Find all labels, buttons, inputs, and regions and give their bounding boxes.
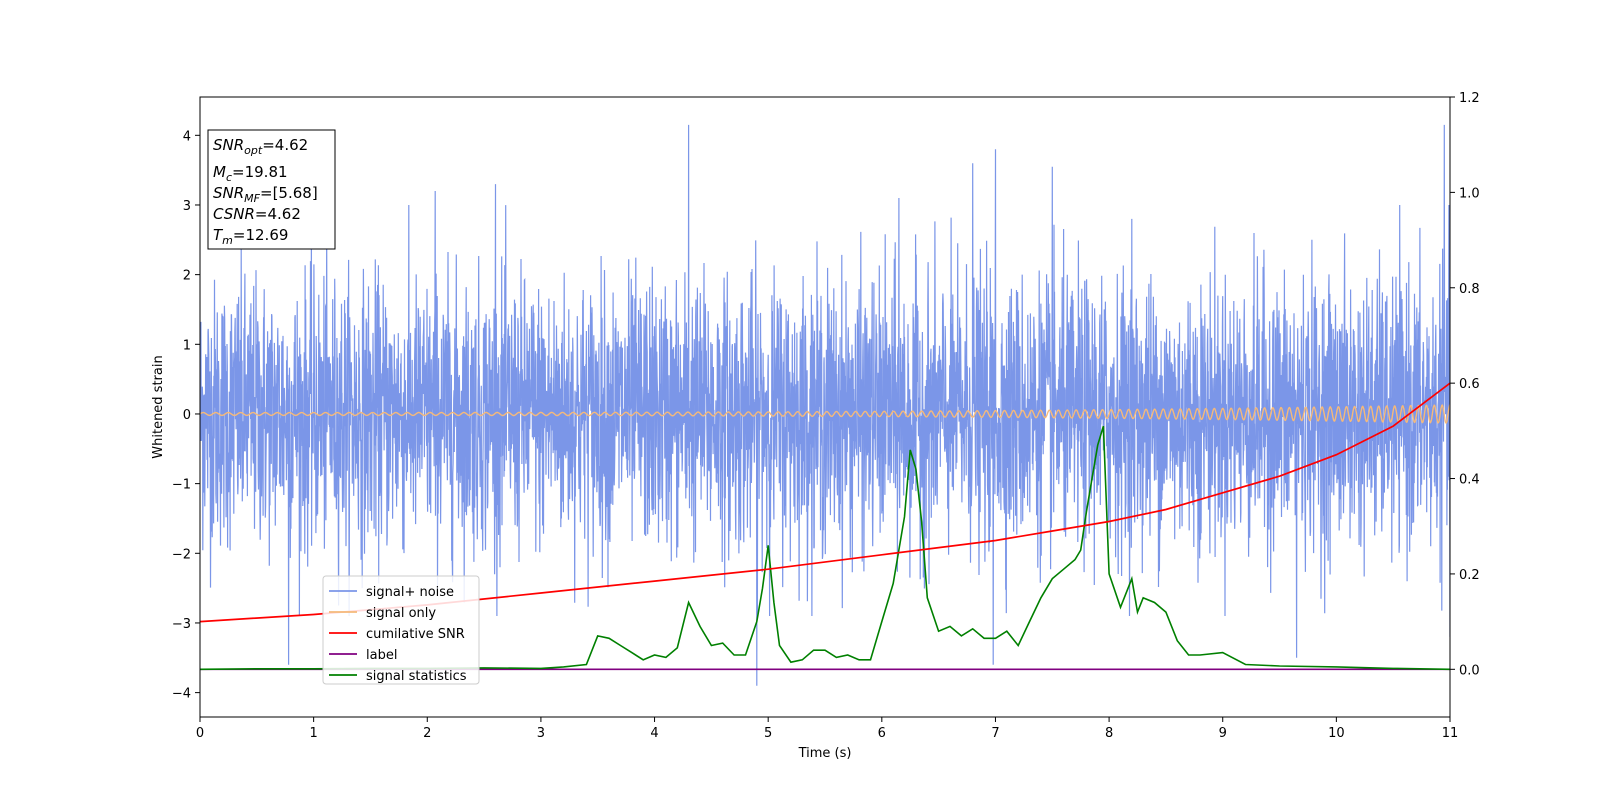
info-line: Tm=12.69: [213, 226, 288, 247]
y-tick-label: 0: [183, 408, 191, 423]
x-tick-label: 0: [196, 726, 204, 741]
x-tick-label: 4: [650, 726, 658, 741]
y-tick-label: 1: [183, 338, 191, 353]
series-signal-only: [200, 404, 1450, 424]
y2-tick-label: 1.2: [1459, 91, 1480, 106]
x-tick-label: 10: [1328, 726, 1345, 741]
legend-label: label: [366, 648, 397, 663]
info-symbol: CSNR: [213, 205, 255, 223]
legend-label: signal statistics: [366, 669, 467, 684]
info-line: SNRopt=4.62: [213, 136, 308, 157]
y-axis-right: 0.0 0.2 0.4 0.6 0.8 1.0 1.2: [1450, 91, 1480, 678]
x-tick-label: 8: [1105, 726, 1113, 741]
y2-tick-label: 0.0: [1459, 663, 1480, 678]
y2-tick-label: 0.8: [1459, 282, 1480, 297]
series-signal-noise: [200, 124, 1450, 686]
info-value: =[5.68]: [260, 184, 318, 202]
legend-label: signal only: [366, 606, 436, 621]
info-symbol: SNR: [213, 184, 244, 202]
legend: signal+ noise signal only cumilative SNR la…: [322, 575, 480, 685]
x-tick-label: 9: [1219, 726, 1227, 741]
legend-label: signal+ noise: [366, 585, 454, 600]
legend-frame: [322, 575, 480, 685]
info-box: SNRopt=4.62Mc=19.81SNRMF=[5.68]CSNR=4.62…: [207, 129, 336, 250]
y-tick-label: −1: [172, 478, 191, 493]
y2-tick-label: 0.6: [1459, 377, 1480, 392]
legend-label: cumilative SNR: [366, 627, 465, 642]
x-tick-label: 5: [764, 726, 772, 741]
x-tick-label: 11: [1442, 726, 1459, 741]
x-tick-label: 7: [991, 726, 999, 741]
series-cumulative-snr: [200, 382, 1450, 623]
x-tick-label: 2: [423, 726, 431, 741]
info-box-frame: [207, 129, 336, 250]
info-subscript: MF: [244, 192, 260, 205]
y-tick-label: −2: [172, 547, 191, 562]
info-subscript: opt: [244, 144, 263, 157]
info-value: =19.81: [232, 163, 288, 181]
x-tick-label: 1: [309, 726, 317, 741]
x-axis: 0 1 2 3 4 5 6 7 8 9 10 11: [196, 717, 1458, 741]
info-subscript: c: [226, 171, 232, 184]
info-symbol: T: [213, 226, 224, 244]
y-tick-label: −4: [172, 687, 191, 702]
info-symbol: SNR: [213, 136, 244, 154]
y-axis-left: −4 −3 −2 −1 0 1 2 3 4: [172, 129, 200, 702]
info-symbol: M: [213, 163, 226, 181]
info-subscript: m: [222, 234, 233, 247]
series-signal-statistics: [200, 425, 1450, 671]
info-value: =4.62: [262, 136, 308, 154]
info-value: =12.69: [233, 226, 289, 244]
x-axis-label: Time (s): [798, 746, 852, 761]
info-line: SNRMF=[5.68]: [213, 184, 318, 205]
y-tick-label: −3: [172, 617, 191, 632]
x-tick-label: 3: [537, 726, 545, 741]
y-tick-label: 3: [183, 199, 191, 214]
y-tick-label: 4: [183, 129, 191, 144]
y2-tick-label: 1.0: [1459, 186, 1480, 201]
y-tick-label: 2: [183, 269, 191, 284]
x-tick-label: 6: [878, 726, 886, 741]
y2-tick-label: 0.2: [1459, 568, 1480, 583]
y-axis-label: Whitened strain: [151, 355, 166, 458]
y2-tick-label: 0.4: [1459, 473, 1480, 488]
info-line: Mc=19.81: [213, 163, 288, 184]
info-value: =4.62: [255, 205, 301, 223]
plot-frame: [199, 96, 1451, 718]
info-line: CSNR=4.62: [213, 205, 301, 223]
